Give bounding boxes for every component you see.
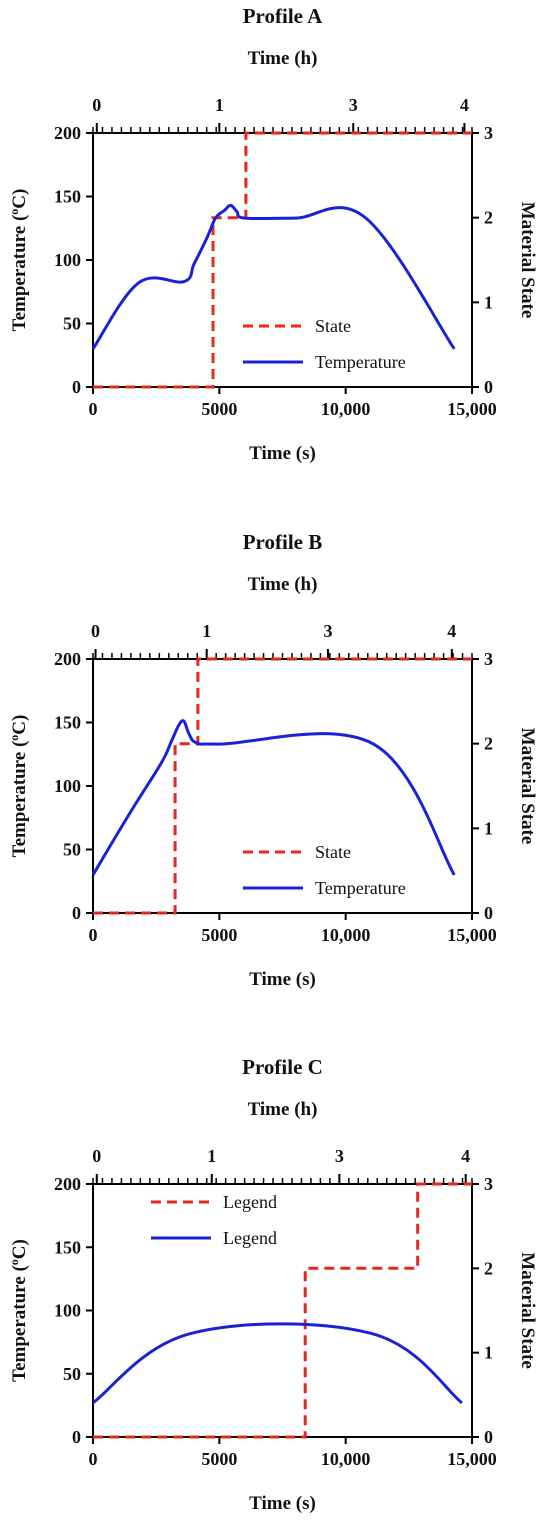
legend-label: State (315, 842, 351, 862)
y-right-tick-label: 2 (484, 734, 493, 754)
top-tick-label: 1 (207, 1146, 216, 1166)
top-axis-title: Time (h) (248, 574, 318, 595)
x-tick-label: 5000 (201, 399, 237, 419)
x-tick-label: 10,000 (321, 925, 371, 945)
x-tick-label: 5000 (201, 925, 237, 945)
top-tick-label: 3 (323, 621, 332, 641)
legend-label: Legend (223, 1228, 277, 1248)
top-tick-label: 0 (92, 95, 101, 115)
y-right-tick-label: 3 (484, 1174, 493, 1194)
x-axis-title: Time (s) (249, 1493, 316, 1514)
temperature-series-line (92, 1322, 463, 1405)
x-tick-label: 5000 (201, 1449, 237, 1469)
y-right-tick-label: 0 (484, 903, 493, 923)
y-right-tick-label: 3 (484, 123, 493, 143)
y-tick-label: 50 (63, 840, 81, 860)
top-tick-label: 3 (335, 1146, 344, 1166)
y-tick-label: 0 (72, 903, 81, 923)
top-tick-label: 3 (349, 95, 358, 115)
y-tick-label: 0 (72, 1427, 81, 1447)
y-right-tick-label: 1 (484, 818, 493, 838)
y-right-axis-title: Material State (517, 728, 538, 845)
y-tick-label: 200 (54, 123, 81, 143)
x-tick-label: 15,000 (447, 925, 497, 945)
y-tick-label: 50 (63, 314, 81, 334)
temperature-series-line (91, 203, 456, 350)
legend-label: Temperature (315, 352, 406, 372)
y-right-axis-title: Material State (517, 1252, 538, 1369)
y-right-tick-label: 2 (484, 1258, 493, 1278)
top-tick-label: 4 (461, 1146, 470, 1166)
state-series-line (93, 1182, 472, 1439)
y-tick-label: 200 (54, 649, 81, 669)
top-tick-label: 4 (460, 95, 469, 115)
state-series-line (93, 131, 472, 389)
chart-title: Profile B (243, 530, 323, 554)
state-series-line (93, 657, 472, 915)
y-tick-label: 150 (54, 713, 81, 733)
y-right-tick-label: 1 (484, 292, 493, 312)
chart-title: Profile A (243, 4, 323, 28)
chart-title: Profile C (242, 1055, 323, 1079)
y-right-axis-title: Material State (517, 202, 538, 319)
y-tick-label: 50 (63, 1364, 81, 1384)
x-tick-label: 10,000 (321, 399, 371, 419)
y-tick-label: 200 (54, 1174, 81, 1194)
top-tick-label: 0 (91, 621, 100, 641)
top-tick-label: 1 (202, 621, 211, 641)
temperature-series-line (91, 719, 456, 876)
legend-label: Temperature (315, 878, 406, 898)
chart-panel-2: Profile C Time (h) Time (s) Temperature (oC… (7, 1055, 538, 1514)
legend-label: State (315, 316, 351, 336)
x-tick-label: 0 (89, 925, 98, 945)
top-axis-title: Time (h) (248, 48, 318, 69)
top-tick-label: 1 (215, 95, 224, 115)
y-tick-label: 150 (54, 187, 81, 207)
x-axis-title: Time (s) (249, 443, 316, 464)
top-axis-title: Time (h) (248, 1099, 318, 1120)
y-axis-title: Temperature (oC) (7, 715, 30, 858)
y-tick-label: 150 (54, 1237, 81, 1257)
y-tick-label: 100 (54, 1301, 81, 1321)
y-tick-label: 100 (54, 250, 81, 270)
x-axis-title: Time (s) (249, 969, 316, 990)
x-tick-label: 10,000 (321, 1449, 371, 1469)
legend-label: Legend (223, 1192, 277, 1212)
top-tick-label: 4 (447, 621, 456, 641)
y-right-tick-label: 0 (484, 1427, 493, 1447)
chart-panel-1: Profile B Time (h) Time (s) Temperature (oC… (7, 530, 538, 990)
chart-panel-0: Profile A Time (h) Time (s) Temperature (oC… (7, 4, 538, 464)
y-right-tick-label: 0 (484, 377, 493, 397)
top-tick-label: 0 (92, 1146, 101, 1166)
y-right-tick-label: 3 (484, 649, 493, 669)
y-tick-label: 100 (54, 776, 81, 796)
x-tick-label: 0 (89, 1449, 98, 1469)
y-axis-title: Temperature (oC) (7, 189, 30, 332)
y-tick-label: 0 (72, 377, 81, 397)
y-right-tick-label: 1 (484, 1343, 493, 1363)
x-tick-label: 0 (89, 399, 98, 419)
x-tick-label: 15,000 (447, 1449, 497, 1469)
x-tick-label: 15,000 (447, 399, 497, 419)
y-axis-title: Temperature (oC) (7, 1239, 30, 1382)
y-right-tick-label: 2 (484, 208, 493, 228)
